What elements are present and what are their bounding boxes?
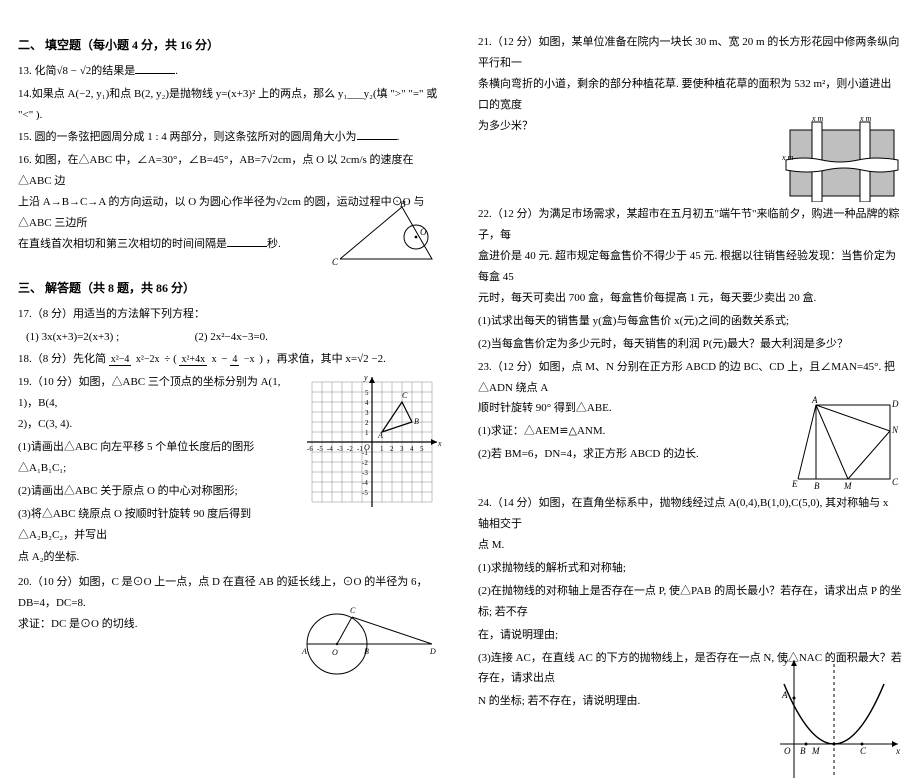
right-column: 21.（12 分）如图，某单位准备在院内一块长 30 m、宽 20 m 的长方形… [460,0,920,650]
svg-text:C: C [860,746,867,756]
left-column: 二、 填空题（每小题 4 分，共 16 分） 13. 化简√8 − √2的结果是… [0,0,460,650]
svg-text:B: B [814,481,820,491]
svg-text:x m: x m [859,114,872,123]
svg-text:O: O [420,227,427,237]
q16: 16. 如图，在△ABC 中，∠A=30°，∠B=45°，AB=7√2cm，点 … [18,150,442,272]
q16-sec: 秒. [267,238,281,250]
section2-title: 二、 填空题（每小题 4 分，共 16 分） [18,34,442,57]
svg-text:x m: x m [811,114,824,123]
svg-text:B: B [414,417,419,426]
q24-2b: 在，请说明理由; [478,625,902,646]
q16-blank [227,236,267,247]
q16-line1: 16. 如图，在△ABC 中，∠A=30°，∠B=45°，AB=7√2cm，点 … [18,150,442,192]
q20: 20.（10 分）如图，C 是⊙O 上一点，点 D 在直径 AB 的延长线上，⊙… [18,572,442,679]
svg-text:M: M [843,481,852,491]
q21: 21.（12 分）如图，某单位准备在院内一块长 30 m、宽 20 m 的长方形… [478,32,902,202]
q24-2a: (2)在抛物线的对称轴上是否存在一点 P, 使△PAB 的周长最小？若存在，请求… [478,581,902,623]
svg-text:C: C [892,477,899,487]
f2n: x²+4x [179,354,207,366]
q19-1: (1)请画出△ABC 向左平移 5 个单位长度后的图形△A₁B₁C₁; [18,437,442,479]
exam-page: 二、 填空题（每小题 4 分，共 16 分） 13. 化简√8 − √2的结果是… [0,0,920,650]
q16-line3-text: 在直线首次相切和第三次相切的时间间隔是 [18,238,227,250]
svg-text:A: A [301,647,307,656]
q22-2: (2)当每盒售价定为多少元时，每天销售的利润 P(元)最大？最大利润是多少？ [478,334,902,355]
section3-title: 三、 解答题（共 8 题，共 86 分） [18,277,442,300]
svg-text:O: O [332,648,338,657]
q19-3a: (3)将△ABC 绕原点 O 按顺时针旋转 90 度后得到△A₂B₂C₂，并写出 [18,504,442,546]
svg-text:A: A [811,395,818,405]
svg-text:D: D [429,647,436,656]
q18-minus: − [221,353,230,365]
q23-1: (1)求证：△AEM≌△ANM. [478,421,902,442]
q18-frac2: x²+4x x [179,354,218,365]
svg-text:B: B [800,746,806,756]
svg-text:5: 5 [365,389,369,397]
q24-3a: (3)连接 AC，在直线 AC 的下方的抛物线上，是否存在一点 N, 使△NAC… [478,648,902,690]
q14: 14.如果点 A(−2, y₁)和点 B(2, y₂)是抛物线 y=(x+3)²… [18,84,442,126]
q17: 17.（8 分）用适当的方法解下列方程： [18,304,442,325]
q19: x y O 12345 -6-5-4-3-2-1 12345 -1-2-3-4-… [18,372,442,570]
svg-text:2: 2 [365,419,369,427]
q13-text: 13. 化简√8 − √2的结果是 [18,65,135,77]
q24: 24.（14 分）如图，在直角坐标系中，抛物线经过点 A(0,4),B(1,0)… [478,493,902,784]
q18-frac1: x²−4 x²−2x [109,354,162,365]
q23-l1: 23.（12 分）如图，点 M、N 分别在正方形 ABCD 的边 BC、CD 上… [478,357,902,399]
fig-q20-circle-tangent-icon: A O B D C [292,599,442,679]
q22-l1: 22.（12 分）为满足市场需求，某超市在五月初五"端午节"来临前夕，购进一种品… [478,204,902,246]
q17-subs: (1) 3x(x+3)=2(x+3) ; (2) 2x²−4x−3=0. [26,327,442,348]
svg-text:x: x [895,746,900,756]
q22-l3: 元时，每天可卖出 700 盒，每盒售价每提高 1 元，每天要少卖出 20 盒. [478,288,902,309]
q18-post: ，再求值，其中 x=√2 −2. [266,353,386,365]
q24-l2: 点 M. [478,535,902,556]
f2d: x [210,354,219,365]
svg-text:D: D [891,399,899,409]
q24-1: (1)求抛物线的解析式和对称轴; [478,558,902,579]
fig-q21-garden-icon: x m x m x m [782,112,902,202]
svg-text:C: C [350,606,356,615]
q19-3b: 点 A₂的坐标. [18,547,442,568]
svg-text:C: C [402,391,408,400]
svg-text:C: C [332,257,339,267]
q17-1: (1) 3x(x+3)=2(x+3) ; [26,331,119,343]
svg-text:y: y [363,373,368,382]
q23: 23.（12 分）如图，点 M、N 分别在正方形 ABCD 的边 BC、CD 上… [478,357,902,492]
q18-frac3: 4 −x [230,354,256,365]
svg-text:3: 3 [365,409,369,417]
f1n: x²−4 [109,354,132,366]
q18: 18.（8 分）先化简 x²−4 x²−2x ÷ ( x²+4x x − 4 −… [18,349,442,370]
q22-l2: 盒进价是 40 元. 超市规定每盒售价不得少于 45 元. 根据以往销售经验发现… [478,246,902,288]
f1d: x²−2x [134,354,162,365]
q15-text: 15. 圆的一条弦把圆周分成 1 : 4 两部分，则这条弦所对的圆周角大小为 [18,131,357,143]
q18-close: ) [259,353,263,365]
q15-blank [357,129,397,140]
q21-l2: 条横向弯折的小道，剩余的部分种植花草. 要使种植花草的面积为 532 m²，则小… [478,74,902,116]
q21-l1: 21.（12 分）如图，某单位准备在院内一块长 30 m、宽 20 m 的长方形… [478,32,902,74]
svg-text:E: E [792,479,798,489]
q23-2: (2)若 BM=6，DN=4，求正方形 ABCD 的边长. [478,444,902,465]
q15: 15. 圆的一条弦把圆周分成 1 : 4 两部分，则这条弦所对的圆周角大小为. [18,127,442,148]
q18-div: ÷ ( [164,353,176,365]
q13: 13. 化简√8 − √2的结果是. [18,61,442,82]
svg-text:M: M [811,746,820,756]
svg-text:4: 4 [365,399,369,407]
svg-text:O: O [784,746,791,756]
q18-pre: 18.（8 分）先化简 [18,353,106,365]
q24-3b: N 的坐标; 若不存在，请说明理由. [478,691,902,712]
f3d: −x [242,354,257,365]
q22: 22.（12 分）为满足市场需求，某超市在五月初五"端午节"来临前夕，购进一种品… [478,204,902,354]
f3n: 4 [230,354,239,366]
q19-2: (2)请画出△ABC 关于原点 O 的中心对称图形; [18,481,442,502]
svg-text:x m: x m [782,153,794,162]
q22-1: (1)试求出每天的销售量 y(盒)与每盒售价 x(元)之间的函数关系式; [478,311,902,332]
svg-text:B: B [364,647,369,656]
q17-2: (2) 2x²−4x−3=0. [195,331,268,343]
q24-l1: 24.（14 分）如图，在直角坐标系中，抛物线经过点 A(0,4),B(1,0)… [478,493,902,535]
q13-blank [135,63,175,74]
